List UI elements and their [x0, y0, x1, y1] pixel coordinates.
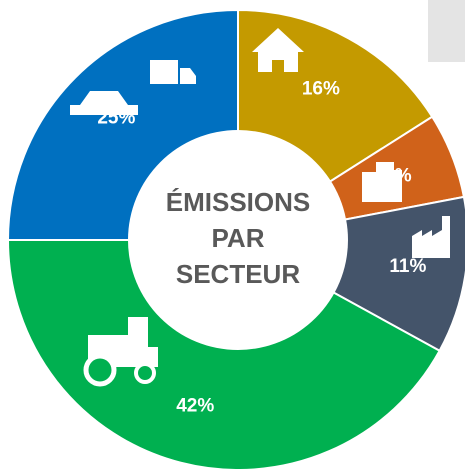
- center-title: ÉMISSIONS: [166, 187, 310, 217]
- building-icon: [362, 162, 402, 202]
- icons: [70, 28, 450, 387]
- tractor-wheel: [134, 362, 156, 384]
- donut-hole: [128, 130, 348, 350]
- center-title: SECTEUR: [176, 259, 300, 289]
- value-label: 25%: [97, 107, 135, 128]
- value-label: 6%: [384, 166, 412, 187]
- value-label: 16%: [302, 78, 340, 99]
- center-title: PAR: [212, 223, 265, 253]
- house-icon: [252, 28, 304, 72]
- truck-icon: [150, 60, 196, 84]
- value-label: 42%: [176, 396, 214, 417]
- grey-panel: [428, 0, 465, 62]
- value-label: 11%: [389, 256, 426, 277]
- factory-icon: [412, 216, 450, 258]
- tractor-wheel: [83, 353, 117, 387]
- car-icon: [70, 91, 138, 115]
- labels: 16% 6% 11% 42% 25% ÉMISSIONS PAR SECTEUR: [97, 78, 426, 416]
